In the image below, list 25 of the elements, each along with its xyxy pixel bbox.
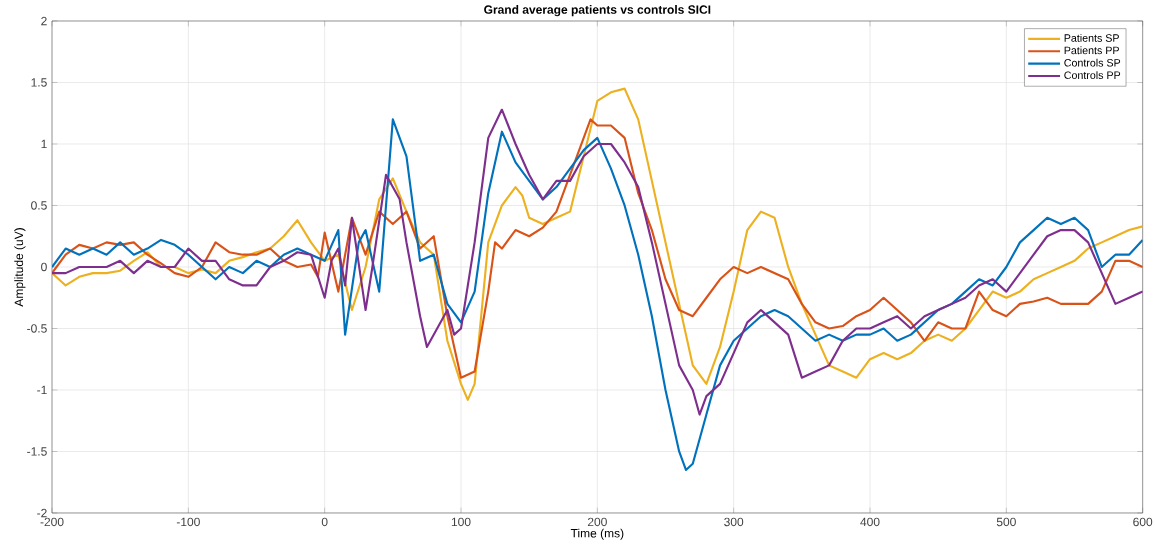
y-tick-label: -2 [37,508,47,518]
y-tick-label: 0.5 [31,201,47,210]
x-tick-label: 200 [587,517,607,527]
x-tick-label: 400 [860,517,880,527]
y-tick-label: -1 [37,385,47,395]
chart-title: Grand average patients vs controls SICI [484,5,711,17]
legend-label: Patients PP [1064,46,1119,55]
y-tick-label: 1 [41,139,47,149]
y-tick-label: 1.5 [31,78,47,87]
x-tick-label: -200 [40,517,64,527]
x-tick-label: 500 [996,517,1016,527]
y-axis-title: Amplitude (uV) [14,228,26,307]
x-tick-label: 0 [321,517,328,527]
y-tick-label: 0 [41,262,47,272]
x-tick-label: 300 [724,517,744,527]
legend-label: Controls SP [1064,58,1121,67]
x-tick-label: -100 [176,517,200,527]
legend-label: Controls PP [1064,71,1121,79]
x-tick-label: 100 [451,517,471,527]
legend-label: Patients SP [1064,33,1119,42]
y-tick-label: -1.5 [27,447,47,456]
x-axis-title: Time (ms) [570,528,624,540]
y-tick-label: -0.5 [27,324,47,333]
x-tick-label: 600 [1133,517,1153,527]
y-tick-label: 2 [41,16,47,26]
